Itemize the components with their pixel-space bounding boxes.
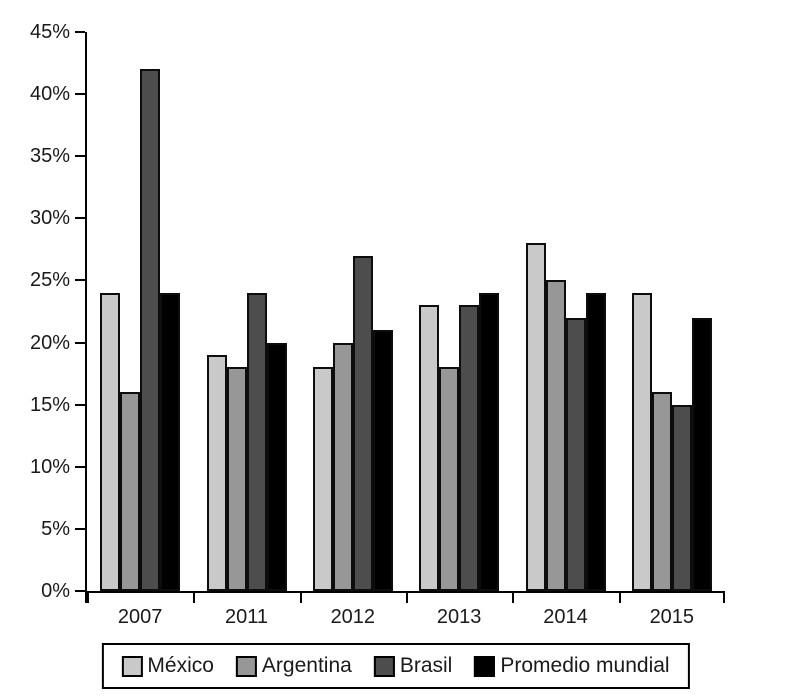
x-axis-category-label: 2013 [436, 606, 482, 628]
legend-label: Promedio mundial [500, 654, 670, 677]
y-axis-tick [75, 527, 85, 530]
y-axis-tick-label: 15% [29, 393, 70, 416]
legend-item-méxico: México [121, 654, 214, 678]
y-axis-tick [75, 403, 85, 406]
y-axis-tick-label: 10% [29, 455, 70, 478]
bar-méxico-2012 [312, 367, 333, 591]
legend-label: Brasil [399, 654, 453, 677]
legend-swatch-icon [235, 655, 257, 677]
y-axis-tick-label: 25% [29, 269, 70, 292]
y-axis-tick-label: 45% [29, 21, 70, 43]
y-axis-tick [75, 279, 85, 282]
bar-promedio-mundial-2007 [160, 293, 181, 591]
y-axis-tick-label: 30% [29, 207, 70, 230]
bar-méxico-2011 [206, 355, 227, 591]
bar-argentina-2007 [120, 392, 141, 591]
bar-brasil-2011 [246, 293, 267, 591]
x-axis-category-label: 2014 [543, 606, 588, 628]
x-axis-category-label: 2015 [649, 606, 695, 628]
legend-label: México [147, 654, 214, 677]
bar-méxico-2007 [100, 293, 121, 591]
bar-argentina-2013 [439, 367, 460, 591]
bar-promedio-mundial-2014 [585, 293, 606, 591]
x-axis-tick [193, 593, 196, 603]
x-axis-tick [87, 593, 89, 603]
y-axis-tick [75, 590, 85, 592]
plot-area: 2007 2011 2012 2013 2014 2015 [75, 31, 725, 627]
y-axis-tick [75, 155, 85, 158]
bar-argentina-2011 [226, 367, 247, 591]
x-axis-tick [406, 593, 408, 603]
legend-item-argentina: Argentina [235, 654, 352, 678]
bar-brasil-2007 [140, 69, 161, 591]
bar-promedio-mundial-2013 [479, 293, 500, 591]
x-axis-category-label: 2011 [224, 606, 268, 628]
legend-item-brasil: Brasil [373, 654, 453, 678]
y-axis-tick-label: 5% [41, 517, 70, 540]
x-axis-tick [299, 593, 302, 603]
x-axis-category-label: 2012 [330, 606, 376, 628]
y-axis-tick [75, 31, 85, 33]
bar-argentina-2015 [651, 392, 672, 591]
y-axis-tick-label: 0% [41, 580, 70, 602]
x-axis-tick [723, 593, 725, 603]
bar-brasil-2014 [565, 318, 586, 591]
bar-méxico-2014 [525, 243, 546, 591]
x-axis-line [85, 591, 725, 593]
y-axis-tick [75, 217, 85, 220]
bar-argentina-2014 [545, 280, 566, 591]
x-axis-category-label: 2007 [117, 606, 163, 628]
bar-promedio-mundial-2015 [691, 318, 712, 591]
bar-brasil-2015 [671, 405, 692, 591]
bar-argentina-2012 [332, 343, 353, 591]
y-axis-tick [75, 93, 85, 96]
legend: México Argentina Brasil Promedio mundial [101, 643, 690, 689]
legend-swatch-icon [121, 655, 143, 677]
y-axis-line [85, 32, 87, 603]
x-axis-tick [618, 593, 621, 603]
legend-item-promedio-mundial: Promedio mundial [474, 654, 670, 678]
y-axis-tick [75, 465, 85, 468]
bar-brasil-2012 [352, 256, 373, 591]
y-axis-tick-label: 40% [29, 83, 70, 106]
bar-promedio-mundial-2011 [266, 343, 287, 591]
y-axis-tick-label: 20% [29, 331, 70, 354]
y-axis-tick [75, 341, 85, 344]
x-axis-tick [512, 593, 515, 603]
legend-swatch-icon [373, 655, 395, 677]
legend-label: Argentina [261, 654, 352, 677]
bar-brasil-2013 [459, 305, 480, 591]
legend-swatch-icon [474, 655, 496, 677]
y-axis-tick-label: 35% [29, 145, 70, 168]
bar-méxico-2013 [419, 305, 440, 591]
bar-promedio-mundial-2012 [372, 330, 393, 591]
bar-méxico-2015 [631, 293, 652, 591]
